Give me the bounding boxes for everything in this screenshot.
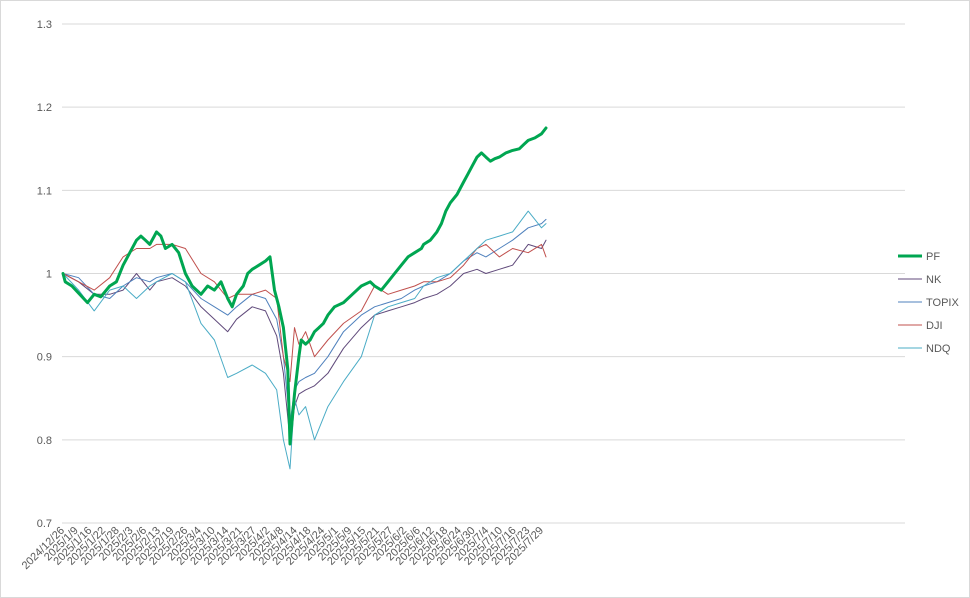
series-line-nk [62, 239, 547, 441]
y-tick-label: 0.7 [37, 518, 52, 530]
y-tick-label: 1.3 [37, 19, 52, 31]
legend-label-ndq: NDQ [926, 343, 951, 355]
x-axis-ticks: 2024/12/262025/1/92025/1/162025/1/222025… [20, 525, 546, 572]
series-line-dji [62, 243, 547, 383]
series-lines [61, 126, 548, 470]
series-line-ndq [62, 210, 547, 470]
legend-label-pf: PF [926, 251, 940, 263]
gridlines [62, 23, 905, 524]
y-tick-label: 0.9 [37, 352, 52, 364]
y-axis-ticks: 0.7 0.8 0.9 1 1.1 1.2 1.3 [37, 19, 52, 530]
y-tick-label: 1.1 [37, 185, 52, 197]
series-line-topix [62, 218, 547, 424]
legend-label-dji: DJI [926, 320, 943, 332]
y-tick-label: 1 [46, 269, 52, 281]
y-tick-label: 0.8 [37, 435, 52, 447]
y-tick-label: 1.2 [37, 102, 52, 114]
legend: PF NK TOPIX DJI NDQ [898, 251, 959, 355]
series-line-pf [61, 126, 548, 446]
legend-label-nk: NK [926, 274, 942, 286]
legend-label-topix: TOPIX [926, 297, 959, 309]
